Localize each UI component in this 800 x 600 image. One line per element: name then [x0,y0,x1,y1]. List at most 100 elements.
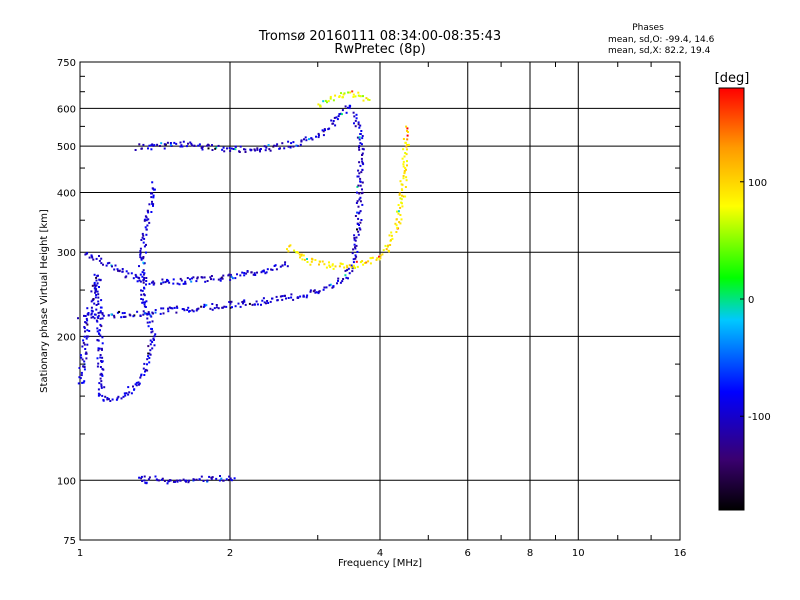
data-point [395,224,398,227]
data-point [150,192,152,195]
data-point [356,191,358,194]
data-point [180,144,183,147]
data-point [196,308,199,311]
data-point [362,99,365,102]
colorbar-tick-label: -100 [748,412,771,423]
data-point [220,477,223,480]
data-point [217,307,220,310]
data-point [400,218,403,221]
data-point [125,392,128,395]
data-point [200,305,203,308]
data-point [265,302,267,305]
data-point [100,385,103,388]
data-point [358,224,360,226]
data-point [90,313,93,316]
data-point [173,306,176,309]
data-point [96,339,99,342]
data-point [345,111,348,114]
data-point [402,165,405,168]
data-point [354,254,357,257]
data-point [124,394,127,397]
data-point [359,142,362,145]
data-point [341,96,344,99]
data-point [405,168,407,171]
data-point [346,269,349,272]
data-point [365,261,368,264]
data-point [396,226,399,229]
data-point [151,181,154,184]
data-point [243,274,246,277]
data-point [97,314,100,317]
data-point [333,116,336,119]
data-point [138,143,141,146]
data-point [147,478,150,481]
data-point [143,218,146,221]
data-point [256,147,259,150]
data-point [160,282,163,285]
x-tick-label: 6 [465,548,471,559]
data-point [130,272,133,275]
data-point [359,221,362,224]
data-point [101,312,104,315]
data-point [274,264,277,267]
data-point [241,301,244,303]
data-point [97,339,100,342]
data-point [90,290,93,293]
data-point [90,254,93,257]
data-point [361,135,364,137]
data-point [152,283,155,286]
data-point [219,277,222,280]
data-point [222,274,225,277]
data-point [198,478,201,481]
data-point [356,228,358,231]
data-point [85,352,88,355]
data-point [99,311,102,314]
data-point [402,160,405,163]
data-point [161,278,164,281]
data-point [96,316,99,319]
data-point [315,291,318,294]
data-point [286,248,288,251]
data-point [338,96,341,98]
data-point [332,120,335,122]
data-point [357,205,360,208]
data-point [260,303,262,306]
data-point [319,105,322,108]
data-point [357,169,360,172]
data-point [149,349,152,352]
data-point [306,258,308,260]
data-point [97,300,100,303]
data-point [146,209,149,212]
data-point [141,271,144,274]
data-point [134,383,137,386]
data-point [140,239,143,241]
data-point [151,341,154,343]
data-point [360,157,363,160]
chart-title: Tromsø 20160111 08:34:00-08:35:43 [258,29,501,44]
data-point [85,351,88,354]
data-point [79,354,82,357]
data-point [399,206,402,209]
data-point [384,244,387,247]
data-point [358,136,361,139]
data-point [404,152,407,154]
data-point [351,90,354,93]
data-point [406,164,408,167]
data-point [360,143,363,146]
data-point [206,479,209,482]
colorbar-tick-label: 100 [748,178,767,189]
data-point [160,478,163,481]
data-point [292,298,295,301]
data-point [405,176,408,179]
data-point [335,116,338,119]
y-tick-label: 750 [57,58,76,69]
data-point [168,281,171,284]
data-point [361,168,364,171]
data-point [85,337,88,340]
data-point [239,145,242,148]
data-point [86,335,88,338]
data-point [289,146,292,149]
colorbar: [deg] 100 0 -100 [715,71,771,511]
data-point [276,299,279,302]
data-point [182,282,185,285]
